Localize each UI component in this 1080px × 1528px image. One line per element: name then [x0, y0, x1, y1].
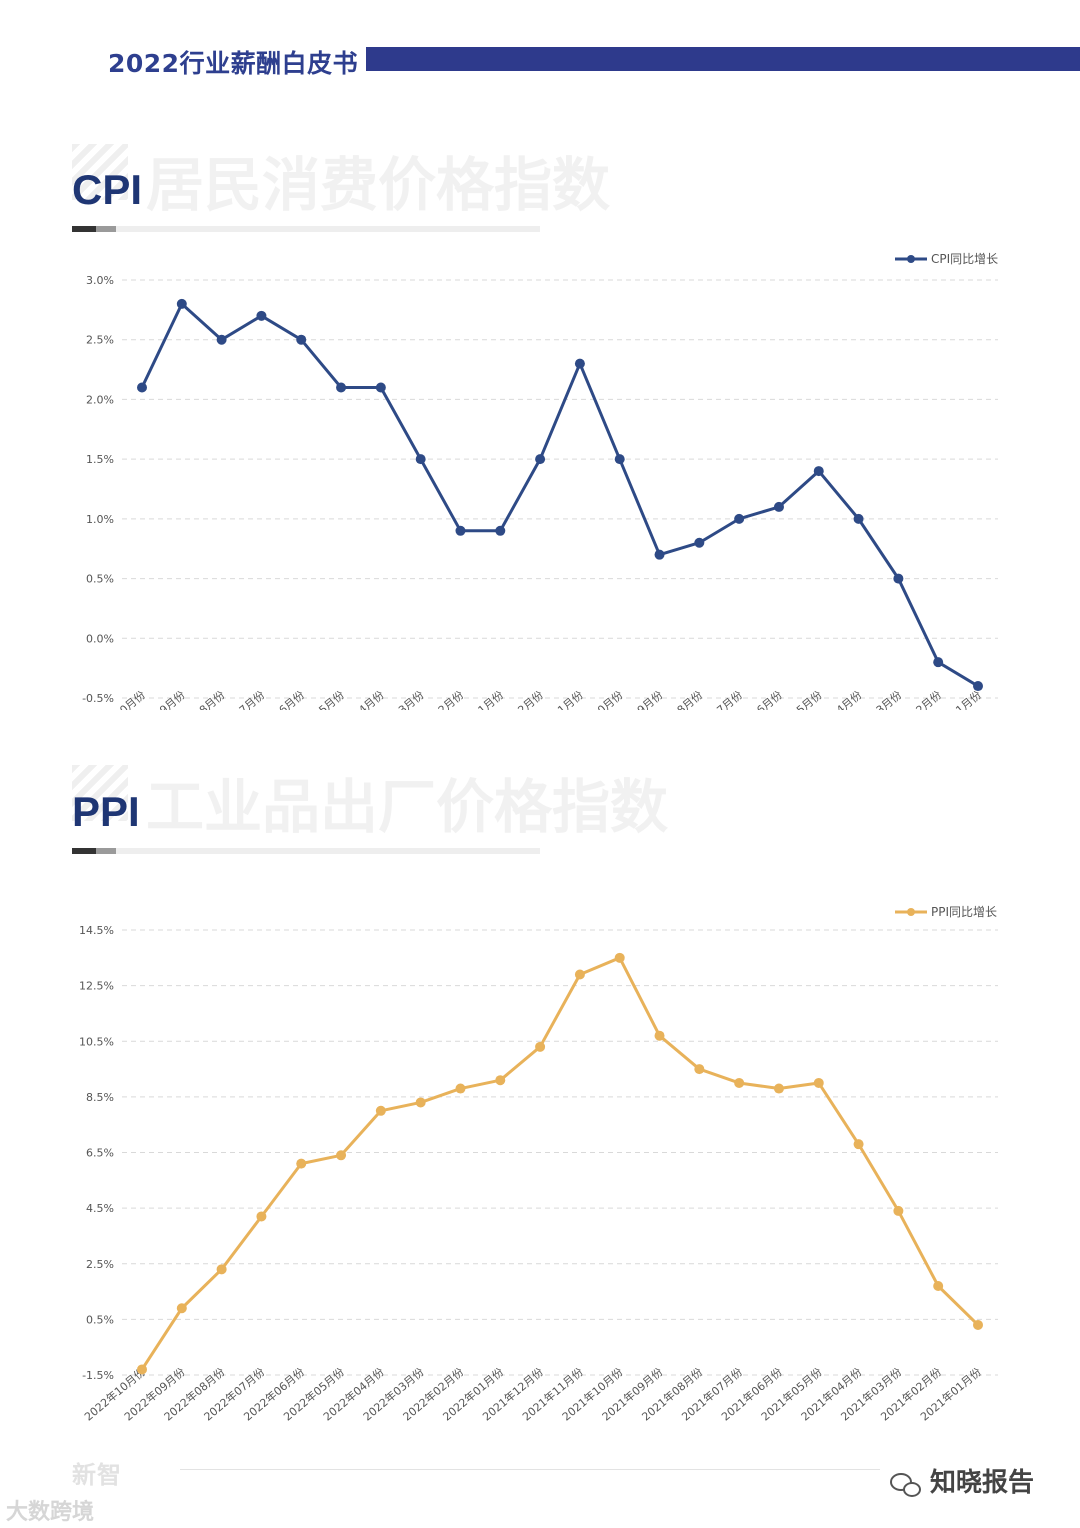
- y-tick-label: 1.0%: [86, 513, 114, 526]
- data-point: [256, 1211, 267, 1222]
- legend-label: PPI同比增长: [931, 905, 997, 919]
- header-bar: [366, 47, 1080, 71]
- y-tick-label: 2.0%: [86, 393, 114, 406]
- y-tick-label: 3.0%: [86, 274, 114, 287]
- data-point: [813, 466, 824, 477]
- data-point: [415, 454, 426, 465]
- ppi-section-title-cn: 工业品出厂价格指数: [146, 773, 669, 841]
- cpi-underline-mid: [96, 226, 116, 232]
- footer-divider: [180, 1469, 880, 1470]
- data-point: [256, 310, 267, 321]
- data-point: [654, 1030, 665, 1041]
- data-point: [137, 382, 147, 393]
- y-tick-label: 1.5%: [86, 453, 114, 466]
- data-point: [336, 382, 347, 393]
- data-point: [176, 298, 187, 309]
- legend: PPI同比增长: [895, 905, 997, 919]
- data-point: [375, 1105, 386, 1116]
- data-point: [734, 1077, 745, 1088]
- data-point: [853, 513, 864, 524]
- document-title: 2022行业薪酬白皮书: [108, 49, 359, 78]
- data-point: [375, 382, 386, 393]
- data-point: [853, 1139, 864, 1150]
- footer-brand-label: 知晓报告: [930, 1468, 1035, 1498]
- data-point: [535, 454, 546, 465]
- data-point: [933, 1281, 944, 1291]
- section-hatch-decoration: [72, 765, 128, 821]
- y-tick-label: 0.5%: [86, 573, 114, 586]
- data-point: [694, 1064, 705, 1075]
- y-tick-label: 14.5%: [79, 924, 114, 937]
- y-tick-label: 2.5%: [86, 334, 114, 347]
- data-point: [694, 537, 705, 548]
- wechat-icon: [890, 1471, 922, 1497]
- ppi-underline: [72, 848, 96, 854]
- cpi-underline: [72, 226, 96, 232]
- legend-marker: [907, 908, 915, 916]
- data-point: [614, 454, 625, 465]
- data-point: [336, 1150, 347, 1161]
- data-point: [574, 358, 585, 369]
- cpi-underline-rest: [116, 226, 540, 232]
- ppi-underline-mid: [96, 848, 116, 854]
- data-point: [216, 334, 227, 345]
- data-point: [933, 657, 944, 668]
- cpi-chart: 3.0%2.5%2.0%1.5%1.0%0.5%0.0%-0.5%2022年10…: [81, 252, 998, 710]
- data-point: [495, 525, 506, 536]
- data-point: [176, 1303, 187, 1314]
- legend: CPI同比增长: [895, 252, 998, 266]
- ppi-chart: 14.5% 12.5% 10.5% 8.5% 6.5% 4.5% 2.5% 0.5% -1.5%…: [79, 905, 998, 1424]
- data-point: [296, 1158, 307, 1169]
- series-line: [140, 302, 979, 688]
- data-point: [296, 334, 307, 345]
- footer-watermark: 大数跨境: [6, 1500, 95, 1525]
- data-point: [893, 1205, 904, 1216]
- y-tick-label: 0.0%: [86, 632, 114, 645]
- y-tick-label: -0.5%: [82, 692, 114, 705]
- y-tick-label: -1.5%: [82, 1369, 114, 1382]
- data-point: [137, 1364, 147, 1375]
- ppi-underline-rest: [116, 848, 540, 854]
- data-point: [654, 549, 665, 560]
- data-point: [773, 1083, 784, 1094]
- y-tick-label: 6.5%: [86, 1147, 114, 1160]
- y-tick-label: 2.5%: [86, 1258, 114, 1271]
- cpi-section-code: CPI: [72, 166, 143, 213]
- data-point: [535, 1041, 546, 1052]
- data-point: [773, 501, 784, 512]
- data-point: [614, 952, 625, 963]
- legend-label: CPI同比增长: [931, 252, 998, 266]
- data-point: [734, 513, 745, 524]
- data-point: [415, 1097, 426, 1108]
- data-point: [574, 969, 585, 980]
- footer-logo: 新智: [72, 1461, 122, 1489]
- y-tick-label: 8.5%: [86, 1091, 114, 1104]
- data-point: [893, 573, 904, 584]
- y-tick-label: 12.5%: [79, 980, 114, 993]
- cpi-section-title-cn: 居民消费价格指数: [146, 151, 611, 219]
- y-tick-label: 0.5%: [86, 1313, 114, 1326]
- data-point: [455, 1083, 466, 1094]
- data-point: [216, 1264, 227, 1275]
- series-line: [140, 956, 980, 1371]
- data-point: [455, 525, 466, 536]
- data-point: [973, 681, 983, 692]
- legend-marker: [907, 255, 915, 263]
- data-point: [813, 1077, 824, 1088]
- y-tick-label: 4.5%: [86, 1202, 114, 1215]
- ppi-section-code: PPI: [72, 788, 140, 835]
- data-point: [495, 1075, 506, 1086]
- section-hatch-decoration: [72, 144, 128, 200]
- data-point: [973, 1319, 983, 1330]
- y-tick-label: 10.5%: [79, 1035, 114, 1048]
- footer-brand: 知晓报告: [890, 1462, 1034, 1499]
